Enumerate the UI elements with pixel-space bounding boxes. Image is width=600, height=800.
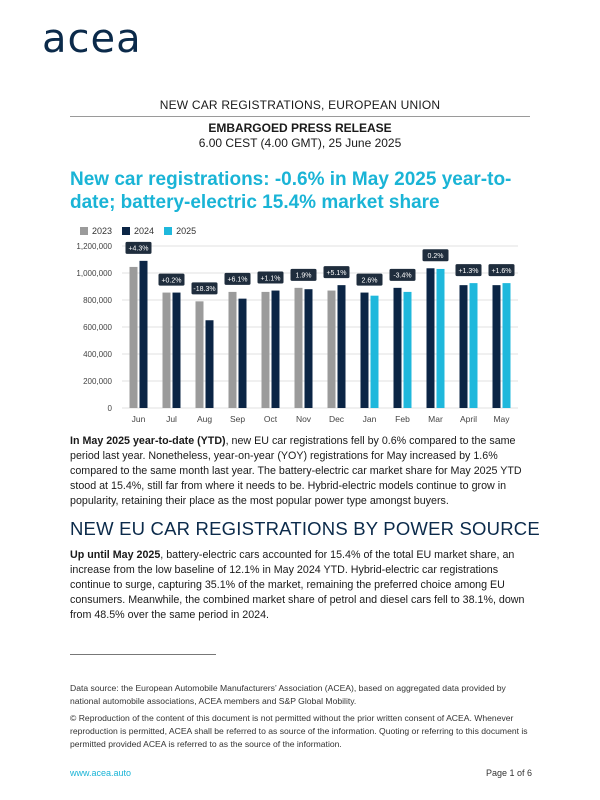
acea-logo: acea xyxy=(42,16,142,62)
change-label: +5.1% xyxy=(326,270,346,277)
legend-item-2023: 2023 xyxy=(80,226,112,236)
bar-2023 xyxy=(195,301,204,408)
legend-swatch-2025 xyxy=(164,227,173,235)
x-tick-label: April xyxy=(460,414,477,424)
change-label: 2.6% xyxy=(362,277,378,284)
bar-2024 xyxy=(139,260,148,408)
intro-paragraph-text: , new EU car registrations fell by 0.6% … xyxy=(70,435,522,507)
x-tick-label: Nov xyxy=(296,414,312,424)
change-label: -18.3% xyxy=(193,286,215,293)
bar-2024 xyxy=(238,298,247,408)
x-tick-label: Sep xyxy=(230,414,245,424)
logo-text: acea xyxy=(42,16,142,62)
legend-label-2023: 2023 xyxy=(92,226,113,236)
section-title: NEW EU CAR REGISTRATIONS BY POWER SOURCE xyxy=(70,518,540,539)
legend-swatch-2023 xyxy=(80,227,88,235)
legend-label-2025: 2025 xyxy=(176,226,197,236)
y-tick-label: 0 xyxy=(108,404,113,413)
y-tick-label: 400,000 xyxy=(83,350,112,359)
change-label: +4.3% xyxy=(128,246,148,253)
change-badge xyxy=(224,272,251,285)
bar-2024 xyxy=(360,292,369,408)
x-tick-label: Aug xyxy=(197,414,212,424)
change-badge xyxy=(158,273,185,286)
bar-2023 xyxy=(261,291,270,408)
legend-item-2025: 2025 xyxy=(164,226,196,236)
change-label: +0.2% xyxy=(161,277,181,284)
x-tick-label: May xyxy=(493,414,510,424)
change-badge xyxy=(290,268,317,281)
power-source-paragraph: Up until May 2025, battery-electric cars… xyxy=(70,548,530,623)
change-label: +6.1% xyxy=(227,277,247,284)
change-label: +1.1% xyxy=(260,275,280,282)
header-divider xyxy=(70,116,530,117)
bar-2023 xyxy=(162,292,171,408)
power-source-paragraph-bold: Up until May 2025 xyxy=(70,549,161,561)
y-tick-label: 600,000 xyxy=(83,323,112,332)
change-label: 1.9% xyxy=(296,273,312,280)
footer-url-link[interactable]: www.acea.auto xyxy=(70,768,132,778)
bar-2023 xyxy=(294,287,303,408)
bar-2024 xyxy=(271,290,280,408)
bar-2023 xyxy=(129,266,138,408)
change-badge xyxy=(191,282,218,295)
change-label: 0.2% xyxy=(428,253,444,260)
x-tick-label: Jun xyxy=(132,414,146,424)
y-tick-label: 1,200,000 xyxy=(76,242,112,251)
change-label: +1.3% xyxy=(458,268,478,275)
change-badge xyxy=(257,271,284,284)
bar-2025 xyxy=(370,295,379,408)
legend-label-2024: 2024 xyxy=(134,226,155,236)
header-time: 6.00 CEST (4.00 GMT), 25 June 2025 xyxy=(198,136,402,150)
x-tick-label: Jul xyxy=(166,414,177,424)
change-badge xyxy=(356,273,383,286)
bar-2025 xyxy=(502,283,511,408)
bar-2025 xyxy=(403,291,412,408)
registrations-bar-chart: 0 200,000 400,000 600,000 800,000 1,000,000 1,… xyxy=(76,241,518,424)
change-label: +1.6% xyxy=(491,268,511,275)
change-badge xyxy=(323,266,350,279)
chart-legend: 2023 2024 2025 xyxy=(80,226,196,236)
bar-2024 xyxy=(337,285,346,408)
x-tick-label: Feb xyxy=(395,414,410,424)
change-badge xyxy=(389,268,416,281)
copyright-note: © Reproduction of the content of this do… xyxy=(70,713,528,749)
intro-paragraph: In May 2025 year-to-date (YTD), new EU c… xyxy=(70,434,530,509)
intro-paragraph-bold: In May 2025 year-to-date (YTD) xyxy=(70,435,226,447)
x-tick-label: Jan xyxy=(363,414,377,424)
footnote-divider xyxy=(70,654,216,655)
bar-2023 xyxy=(327,290,336,408)
legend-item-2024: 2024 xyxy=(122,226,154,236)
change-label: -3.4% xyxy=(393,273,411,280)
y-tick-label: 200,000 xyxy=(83,377,112,386)
page-number: Page 1 of 6 xyxy=(485,768,532,778)
data-source-note: Data source: the European Automobile Man… xyxy=(70,683,506,706)
x-tick-label: Dec xyxy=(329,414,345,424)
y-tick-label: 800,000 xyxy=(83,296,112,305)
change-badge xyxy=(488,264,515,277)
legend-swatch-2024 xyxy=(122,227,131,235)
header-release: EMBARGOED PRESS RELEASE xyxy=(208,121,392,135)
bar-2024 xyxy=(205,320,214,408)
bar-2023 xyxy=(228,291,237,408)
header-category: NEW CAR REGISTRATIONS, EUROPEAN UNION xyxy=(159,98,441,112)
change-badge xyxy=(455,264,482,277)
bar-2024 xyxy=(426,268,435,408)
x-tick-label: Mar xyxy=(428,414,443,424)
bar-2024 xyxy=(393,287,402,408)
bar-2025 xyxy=(469,283,478,408)
bar-2024 xyxy=(172,292,181,408)
bar-2024 xyxy=(304,289,313,408)
change-badge xyxy=(422,249,449,262)
y-tick-label: 1,000,000 xyxy=(76,269,112,278)
bar-2024 xyxy=(492,285,501,408)
power-source-paragraph-text: , battery-electric cars accounted for 15… xyxy=(70,549,525,621)
headline: New car registrations: -0.6% in May 2025… xyxy=(70,169,512,213)
change-badge xyxy=(125,241,152,254)
x-tick-label: Oct xyxy=(264,414,278,424)
bar-2025 xyxy=(436,268,445,408)
bar-2024 xyxy=(459,285,468,408)
